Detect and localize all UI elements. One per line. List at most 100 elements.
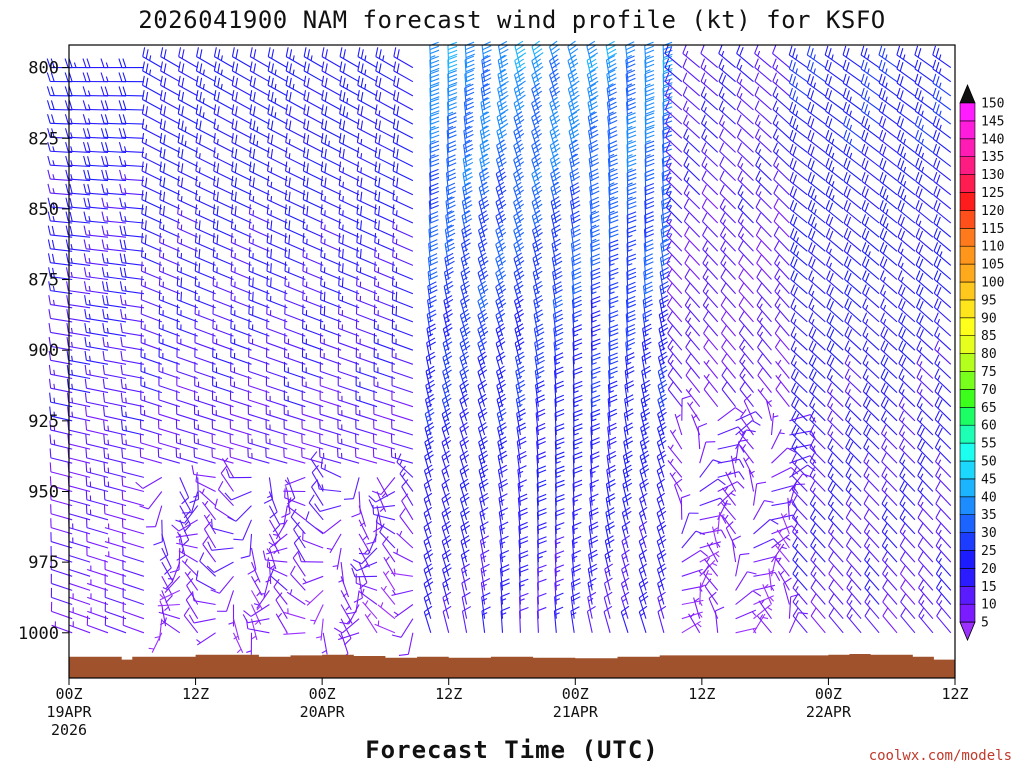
barb-full-flag: [537, 593, 546, 596]
barb-full-flag: [65, 142, 68, 151]
barb-full-flag: [591, 276, 600, 279]
wind-barb: [211, 233, 238, 251]
barb-full-flag: [591, 381, 600, 384]
barb-staff: [321, 214, 341, 223]
barb-full-flag: [463, 205, 472, 210]
barb-staff: [227, 590, 234, 611]
barb-full-flag: [463, 158, 472, 162]
barb-full-flag: [156, 362, 162, 371]
barb-full-flag: [210, 362, 216, 371]
wind-barb: [157, 262, 184, 280]
barb-staff: [269, 492, 277, 513]
barb-staff: [393, 171, 413, 181]
wind-barb: [462, 607, 476, 633]
barb-half-flag: [393, 569, 395, 574]
barb-full-flag: [175, 162, 182, 171]
barb-staff: [392, 328, 413, 336]
barb-full-flag: [336, 204, 342, 213]
barb-staff: [213, 328, 234, 336]
barb-full-flag: [391, 119, 398, 128]
barb-full-flag: [47, 240, 51, 249]
barb-full-flag: [448, 75, 457, 78]
barb-full-flag: [123, 59, 126, 68]
barb-full-flag: [538, 565, 547, 568]
barb-full-flag: [247, 162, 254, 171]
barb-staff: [178, 185, 198, 194]
barb-full-flag: [430, 50, 439, 53]
barb-staff: [250, 171, 270, 181]
wind-barb: [120, 546, 147, 562]
barb-staff: [250, 100, 269, 110]
barb-full-flag: [176, 555, 185, 560]
wind-barb: [300, 219, 326, 237]
barb-full-flag: [337, 176, 344, 185]
wind-barb: [209, 519, 235, 534]
barb-full-flag: [555, 456, 564, 459]
barb-staff: [231, 271, 251, 279]
barb-full-flag: [139, 233, 145, 242]
barb-staff: [287, 477, 294, 498]
barb-full-flag: [286, 249, 292, 258]
barb-staff: [322, 71, 341, 82]
barb-staff: [160, 214, 180, 223]
barb-full-flag: [551, 211, 560, 216]
barb-staff: [356, 583, 377, 590]
barb-staff: [400, 474, 413, 492]
barb-staff: [250, 128, 270, 138]
barb-half-flag: [366, 614, 371, 618]
barb-staff: [199, 491, 215, 506]
barb-full-flag: [123, 240, 127, 249]
barb-staff: [161, 71, 180, 82]
wind-barb: [281, 448, 308, 464]
barb-staff: [357, 243, 377, 252]
barb-full-flag: [552, 268, 561, 272]
barb-half-flag: [463, 277, 468, 280]
barb-half-flag: [229, 623, 234, 625]
barb-staff: [160, 142, 180, 152]
barb-staff: [394, 71, 413, 82]
barb-full-flag: [194, 104, 201, 113]
barb-staff: [368, 534, 377, 554]
barb-full-flag: [283, 119, 290, 128]
wind-barb: [423, 606, 439, 633]
wind-barb: [84, 476, 110, 491]
wind-barb: [101, 100, 126, 110]
wind-barb: [336, 247, 363, 265]
barb-full-flag: [119, 212, 123, 221]
wind-barb: [398, 508, 420, 533]
barb-full-flag: [573, 442, 582, 445]
barb-full-flag: [569, 140, 578, 145]
barb-half-flag: [499, 404, 504, 407]
barb-full-flag: [555, 410, 564, 413]
barb-full-flag: [193, 190, 200, 199]
wind-barb: [120, 560, 147, 576]
barb-staff: [339, 271, 359, 279]
barb-staff: [357, 142, 377, 152]
wind-barb: [228, 405, 255, 421]
barb-staff: [142, 228, 162, 237]
barb-full-flag: [229, 147, 236, 156]
barb-full-flag: [538, 527, 547, 530]
barb-half-flag: [106, 272, 108, 277]
barb-staff: [322, 57, 341, 68]
wind-barb: [354, 506, 365, 529]
barb-full-flag: [283, 133, 290, 142]
barb-staff: [141, 328, 162, 336]
wind-barb: [513, 168, 529, 195]
barb-full-flag: [462, 607, 471, 612]
wind-barb: [69, 607, 91, 619]
barb-staff: [105, 486, 126, 492]
barb-full-flag: [120, 448, 125, 457]
barb-staff: [267, 243, 287, 252]
barb-staff: [375, 243, 395, 252]
barb-staff: [268, 114, 287, 124]
barb-full-flag: [337, 47, 344, 56]
wind-barb: [299, 405, 326, 421]
barb-staff: [236, 506, 252, 522]
wind-barb: [229, 605, 234, 627]
barb-full-flag: [136, 481, 143, 490]
barb-full-flag: [462, 197, 471, 202]
wind-barb: [337, 628, 359, 640]
barb-full-flag: [65, 128, 68, 137]
